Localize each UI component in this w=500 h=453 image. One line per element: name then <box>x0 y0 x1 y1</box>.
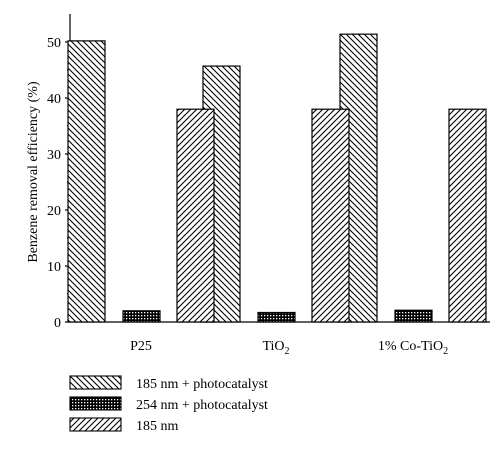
legend-label-2: 254 nm + photocatalyst <box>136 398 268 413</box>
x-tick-label-subscript: 2 <box>443 346 448 357</box>
x-tick-label-text: TiO <box>262 339 284 354</box>
x-tick-label: 1% Co-TiO2 <box>378 339 448 357</box>
y-axis-title: Benzene removal efficiency (%) <box>26 81 41 263</box>
x-tick-label-text: P25 <box>130 339 152 354</box>
bar-2-2 <box>257 311 296 323</box>
bar-3-1 <box>176 108 215 323</box>
y-tick-label: 50 <box>47 36 61 51</box>
x-tick-label-text: 1% Co-TiO <box>378 339 443 354</box>
y-tick-label: 0 <box>54 316 61 331</box>
y-axis-ticks: 0 10 20 30 40 50 <box>47 36 70 331</box>
bar-1-1 <box>67 40 106 323</box>
x-axis-labels: P25 TiO2 1% Co-TiO2 <box>130 339 448 357</box>
bar-2-1 <box>122 310 161 323</box>
legend-swatch-3 <box>69 417 122 432</box>
legend-swatch-1 <box>69 375 122 390</box>
x-tick-label: TiO2 <box>262 339 289 357</box>
legend: 185 nm + photocatalyst 254 nm + photocata… <box>69 375 268 434</box>
legend-label-3: 185 nm <box>136 419 179 434</box>
x-tick-label-subscript: 2 <box>285 346 290 357</box>
bar-3-3 <box>448 108 487 323</box>
x-tick-label: P25 <box>130 339 152 354</box>
y-tick-label: 30 <box>47 148 61 163</box>
legend-swatch-2 <box>69 396 122 411</box>
y-tick-label: 20 <box>47 204 61 219</box>
legend-label-1: 185 nm + photocatalyst <box>136 377 268 392</box>
bar-3-2 <box>311 108 350 323</box>
bar-2-3 <box>394 309 433 323</box>
y-tick-label: 40 <box>47 92 61 107</box>
y-tick-label: 10 <box>47 260 61 275</box>
bars <box>67 33 487 323</box>
